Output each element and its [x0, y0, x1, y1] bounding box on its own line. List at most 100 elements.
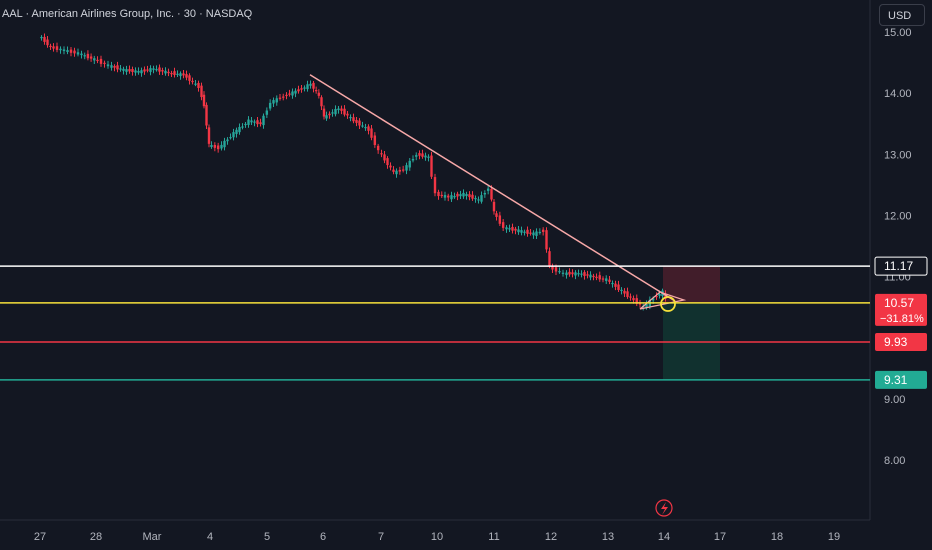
candle-body — [161, 70, 164, 72]
price-label-box — [875, 293, 927, 326]
candle-body — [541, 229, 545, 232]
candle-body — [361, 125, 364, 127]
candle-body — [664, 293, 667, 299]
candle-body — [364, 127, 367, 129]
price-change-label: −31.81% — [880, 313, 924, 325]
x-tick-label: 10 — [431, 531, 443, 543]
candle-body — [300, 88, 303, 90]
candle-body — [343, 108, 346, 115]
x-tick-label: Mar — [143, 531, 162, 543]
candle-body — [314, 90, 318, 92]
candle-body — [220, 144, 223, 149]
x-tick-label: 19 — [828, 531, 840, 543]
candle-body — [554, 267, 558, 272]
candle-body — [427, 156, 430, 158]
candle-body — [611, 282, 614, 285]
candle-body — [253, 121, 256, 123]
candle-body — [303, 87, 306, 89]
candle-body — [398, 169, 402, 172]
candle-body — [155, 69, 158, 71]
currency-button[interactable]: USD — [879, 4, 925, 26]
candle-body — [275, 98, 278, 103]
candle-body — [128, 69, 131, 72]
candle-body — [223, 140, 226, 148]
candle-body — [238, 126, 241, 133]
candle-body — [561, 272, 565, 274]
candle-body — [149, 68, 152, 72]
candle-body — [608, 279, 611, 282]
candle-body — [340, 108, 343, 111]
price-label-box — [875, 370, 927, 389]
candle-body — [125, 69, 128, 72]
candle-body — [392, 169, 395, 172]
candle-body — [352, 117, 355, 122]
candle-body — [146, 69, 149, 71]
candle-body — [250, 120, 253, 123]
candle-body — [433, 177, 437, 194]
candle-body — [474, 198, 477, 200]
candle-body — [262, 115, 265, 126]
candle-body — [386, 158, 389, 166]
candle-body — [152, 68, 155, 70]
candle-body — [620, 289, 623, 292]
candle-body — [626, 291, 629, 297]
trendline[interactable] — [309, 74, 676, 302]
candle-body — [558, 271, 561, 273]
candle-body — [173, 71, 176, 75]
candle-body — [490, 188, 493, 200]
candle-body — [408, 160, 411, 168]
candle-body — [568, 271, 571, 275]
candle-body — [383, 154, 386, 161]
y-tick-label: 13.00 — [884, 149, 912, 161]
candle-body — [638, 303, 642, 305]
x-tick-label: 6 — [320, 531, 326, 543]
candle-body — [43, 36, 46, 42]
candle-body — [471, 194, 474, 199]
candle-body — [411, 158, 415, 161]
candle-body — [207, 127, 211, 144]
candle-body — [405, 165, 408, 171]
candle-body — [265, 110, 269, 115]
candle-body — [523, 231, 526, 233]
y-tick-label: 12.00 — [884, 210, 912, 222]
candle-body — [355, 119, 358, 123]
candle-body — [468, 194, 471, 198]
price-label: 9.31 — [884, 373, 908, 387]
candle-body — [325, 115, 328, 119]
price-label-box — [875, 332, 927, 351]
candle-body — [529, 232, 532, 234]
candle-body — [346, 113, 349, 116]
candle-body — [586, 274, 589, 276]
candle-body — [52, 46, 55, 49]
candle-body — [623, 290, 626, 294]
candle-body — [450, 195, 453, 200]
x-tick-label: 27 — [34, 531, 46, 543]
x-tick-label: 28 — [90, 531, 102, 543]
candle-body — [617, 284, 620, 290]
candle-body — [453, 196, 456, 198]
x-tick-label: 4 — [207, 531, 213, 543]
highlight-circle[interactable] — [660, 296, 676, 312]
candle-body — [498, 215, 502, 224]
candle-body — [658, 293, 661, 296]
y-tick-label: 8.00 — [884, 455, 905, 467]
candle-body — [635, 298, 638, 304]
candle-body — [486, 188, 490, 191]
candle-body — [216, 145, 220, 150]
candle-body — [526, 229, 529, 234]
candle-body — [278, 97, 282, 99]
candle-body — [595, 276, 598, 278]
candle-body — [322, 108, 326, 117]
candle-body — [188, 75, 191, 81]
y-tick-label: 14.00 — [884, 88, 912, 100]
candle-body — [592, 275, 595, 278]
candle-body — [317, 92, 321, 96]
candle-body — [605, 278, 608, 281]
candle-body — [210, 144, 213, 148]
candle-body — [456, 193, 459, 197]
candle-body — [110, 65, 113, 68]
x-tick-label: 5 — [264, 531, 270, 543]
triangle-drawing[interactable] — [639, 291, 687, 310]
candle-body — [137, 71, 140, 73]
